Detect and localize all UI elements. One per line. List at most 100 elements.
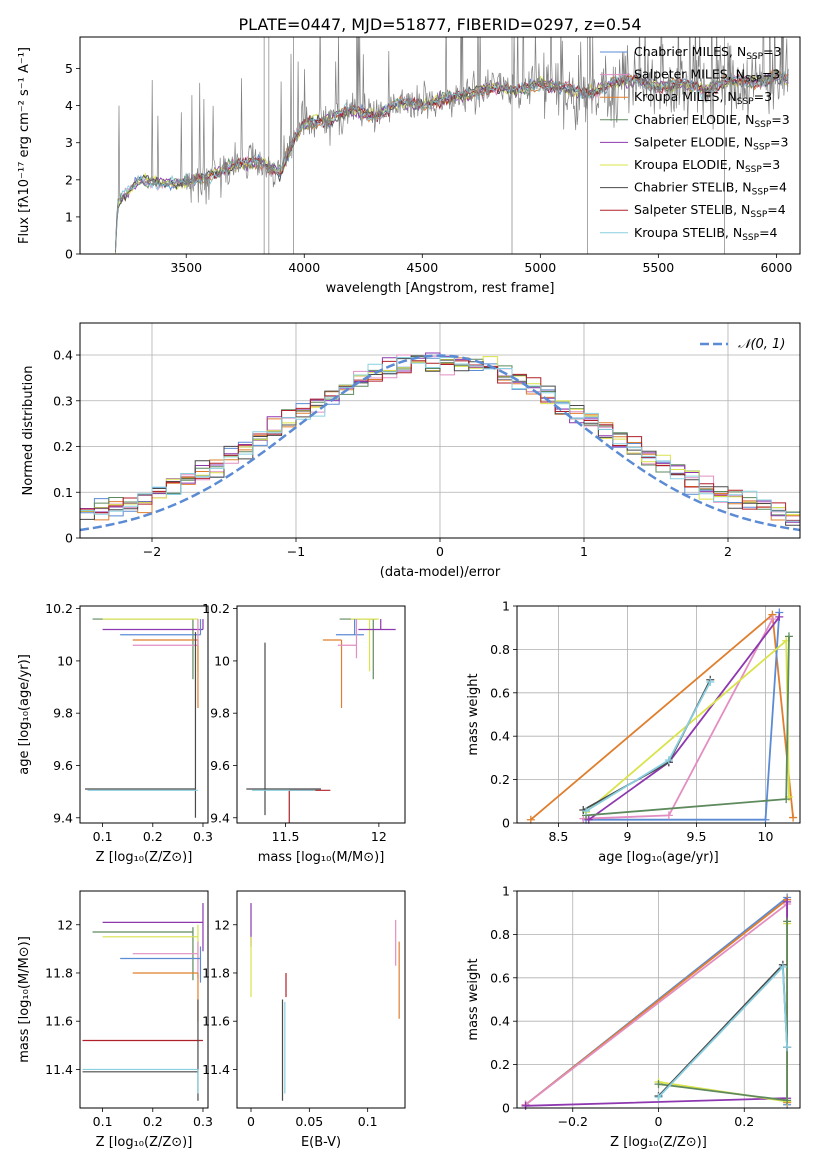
y-tick-label: 9.8 (210, 706, 230, 721)
y-tick-label: 0.2 (490, 1057, 510, 1072)
x-tick-label: 0.1 (93, 829, 113, 844)
x-tick-label: 6000 (760, 260, 792, 275)
legend-label: Kroupa ELODIE, NSSP=3 (634, 157, 780, 175)
y-axis-label: mass [log₁₀(M/M⊙)] (17, 936, 32, 1063)
y-axis-label: age [log₁₀(age/yr)] (17, 654, 32, 775)
legend-label-tail: =3 (763, 44, 781, 59)
errorbar-kroupa_elodie (102, 924, 199, 961)
y-tick-label: 0 (502, 816, 510, 831)
axes-mass_age: 11.5 12 9.4 9.6 9.8 10 10.2 mass [log₁₀(M/M⊙)] (202, 601, 387, 865)
x-axis-label: Z [log₁₀(Z/Z⊙)] (96, 850, 193, 865)
weight-point-salpeter_miles (664, 811, 673, 820)
weight-point-kroupa_stelib (783, 1043, 792, 1052)
legend-label-tail: =4 (767, 202, 785, 217)
legend-label-main: Salpeter STELIB, N (634, 202, 750, 217)
y-tick-label: 12 (57, 917, 73, 932)
y-tick-label: 0.2 (53, 439, 73, 454)
x-tick-label: 0.05 (295, 1114, 323, 1129)
weight-point-kroupa_miles (789, 813, 798, 822)
weight-lines-age_weight (526, 608, 798, 824)
y-tick-label: 9.6 (210, 758, 230, 773)
x-tick-label: 11.5 (272, 829, 300, 844)
weight-lines-z_weight (521, 893, 792, 1110)
weight-line-chabrier_stelib (582, 679, 712, 811)
weight-point-salpeter_elodie (584, 815, 593, 824)
weight-point-chabrier_elodie (784, 632, 793, 641)
errorbar-chabrier_miles (120, 619, 202, 636)
axes-z_age: 0.1 0.2 0.3 9.4 9.6 9.8 10 10.2 Z [log₁₀(Z/Z⊙)] a… (17, 601, 213, 865)
y-tick-label: 11.6 (202, 1014, 230, 1029)
y-tick-label: 0.6 (490, 685, 510, 700)
axes-ebv_mass: 0 0.05 0.1 11.4 11.6 11.8 12 E(B-V) (202, 917, 377, 1150)
y-tick-label: 1 (502, 599, 510, 614)
x-axis-label: (data-model)/error (380, 565, 501, 580)
legend-label-main: Chabrier MILES, N (634, 44, 746, 59)
legend-label-main: Chabrier STELIB, N (634, 180, 752, 195)
x-tick-label: 0 (247, 1114, 255, 1129)
y-tick-label: 10 (214, 653, 230, 668)
y-tick-label: 9.8 (53, 706, 73, 721)
y-tick-label: 0.4 (490, 729, 510, 744)
weight-point-kroupa_stelib (664, 756, 673, 765)
errorbar-salpeter_miles (337, 619, 358, 659)
y-tick-label: 11.6 (45, 1014, 73, 1029)
x-tick-label: 0.3 (193, 1114, 213, 1129)
y-tick-label: 11.8 (45, 965, 73, 980)
x-tick-label: −2 (143, 544, 161, 559)
x-tick-label: 1 (580, 544, 588, 559)
x-tick-label: 8.5 (548, 829, 568, 844)
y-tick-label: 0.3 (53, 393, 73, 408)
axes-age_weight: 8.5 9 9.5 10 0 0.2 0.4 0.6 0.8 1 age [log₁₀(age/yr… (466, 599, 800, 865)
y-tick-label: 0.6 (490, 970, 510, 985)
x-tick-label: 3500 (170, 260, 202, 275)
weight-point-chabrier_elodie (783, 917, 792, 926)
legend-label: Kroupa MILES, NSSP=3 (634, 89, 772, 107)
legend-label: Salpeter STELIB, NSSP=4 (634, 202, 786, 220)
y-tick-label: 0 (502, 1101, 510, 1116)
weight-point-chabrier_elodie (783, 1096, 792, 1105)
legend-label-tail: =3 (771, 112, 789, 127)
legend-label-sub: SSP (745, 165, 762, 175)
axes-z_mass: 0.1 0.2 0.3 11.4 11.6 11.8 12 Z [log₁₀(Z/Z⊙)] ma… (17, 917, 213, 1150)
y-tick-label: 2 (65, 172, 73, 187)
axes-frame-mass_age (236, 605, 406, 824)
x-axis-label: Z [log₁₀(Z/Z⊙)] (96, 1135, 193, 1150)
plots-layer: 3500 4000 4500 5000 5500 6000012345wavelength… (17, 36, 801, 1150)
errorbar-salpeter_elodie (358, 619, 396, 631)
y-tick-label: 9.6 (53, 758, 73, 773)
y-tick-label: 10.2 (45, 601, 73, 616)
y-tick-label: 10.2 (202, 601, 230, 616)
y-tick-label: 4 (65, 98, 73, 113)
errorbar-chabrier_stelib (246, 642, 321, 816)
legend-label-sub: SSP (754, 120, 771, 130)
weight-point-kroupa_miles (526, 815, 535, 824)
errorbars-ebv_mass (250, 903, 400, 1101)
y-tick-label: 0.2 (490, 772, 510, 787)
weight-point-chabrier_elodie (782, 795, 791, 804)
y-tick-label: 1 (65, 209, 73, 224)
legend-label-main: Salpeter ELODIE, N (634, 134, 753, 149)
legend-label-sub: SSP (742, 233, 759, 243)
axes-histogram: −2 −1 0 1 2 0 0.1 0.2 0.3 0.4 (data-model)/error No… (21, 323, 800, 580)
legend-label-sub: SSP (752, 188, 769, 198)
weight-point-salpeter_elodie (775, 612, 784, 621)
y-tick-label: 0.8 (490, 927, 510, 942)
legend-label-main: Kroupa STELIB, N (634, 225, 742, 240)
y-tick-label: 11.8 (202, 965, 230, 980)
y-axis-label: mass weight (466, 673, 481, 755)
spectrum-lines (114, 37, 789, 254)
legend-label: Salpeter MILES, NSSP=3 (634, 67, 780, 85)
legend-label-tail: =3 (770, 134, 788, 149)
x-tick-label: 0.2 (143, 829, 163, 844)
x-axis-label: age [log₁₀(age/yr)] (598, 850, 719, 865)
weight-point-salpeter_elodie (783, 897, 792, 906)
x-tick-label: 0.3 (193, 829, 213, 844)
errorbar-chabrier_stelib (82, 999, 199, 1101)
legend-label: Salpeter ELODIE, NSSP=3 (634, 134, 788, 152)
y-tick-label: 5 (65, 61, 73, 76)
y-tick-label: 9.4 (53, 810, 73, 825)
y-tick-label: 12 (214, 917, 230, 932)
y-tick-label: 10 (57, 653, 73, 668)
x-tick-label: 9.5 (687, 829, 707, 844)
legend-label: Chabrier STELIB, NSSP=4 (634, 180, 787, 198)
